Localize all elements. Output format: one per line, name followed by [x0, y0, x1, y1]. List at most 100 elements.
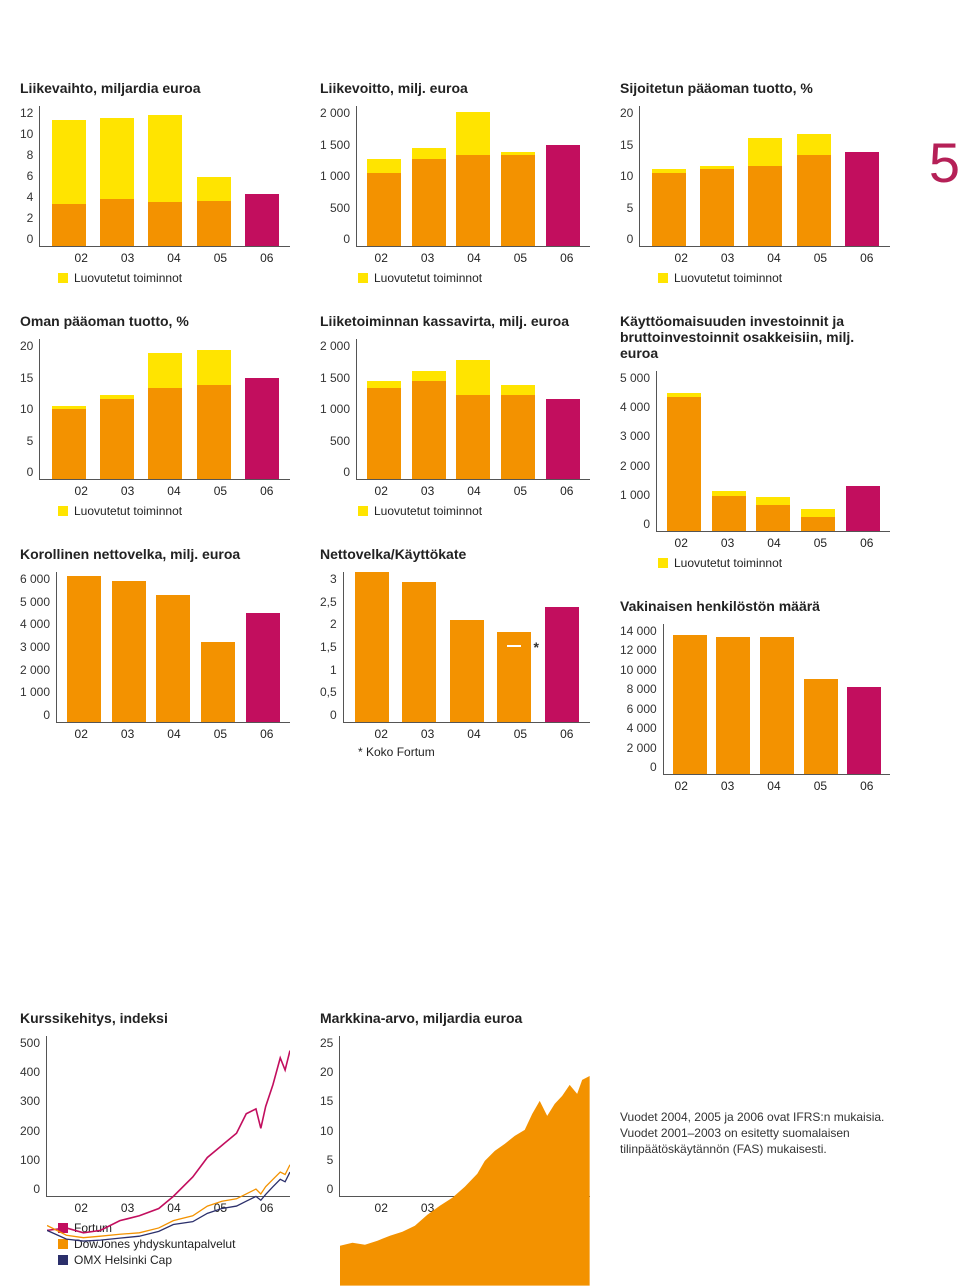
bar-segment [801, 517, 835, 531]
legend-label: Luovutetut toiminnot [74, 271, 182, 285]
bar [412, 148, 446, 246]
y-axis-labels: 121086420 [20, 106, 39, 246]
bar [846, 486, 880, 531]
bar [52, 120, 86, 246]
bar [450, 620, 484, 723]
y-axis-labels: 20151050 [620, 106, 639, 246]
legend-swatch [658, 273, 668, 283]
bar-segment [52, 120, 86, 204]
plot-area [356, 106, 590, 247]
bars [640, 106, 890, 246]
bar [112, 581, 146, 722]
bar [197, 177, 231, 246]
bar [148, 353, 182, 479]
bar [100, 395, 134, 479]
bar-segment [804, 679, 838, 774]
bar-segment [412, 159, 446, 247]
bar [52, 406, 86, 480]
bar-segment [197, 385, 231, 480]
y-axis-labels: 2 0001 5001 0005000 [320, 339, 356, 479]
bar [546, 399, 580, 480]
bar-segment [355, 572, 389, 722]
legend: Luovutetut toiminnot [20, 271, 290, 285]
bar [804, 679, 838, 774]
page-number: 5 [929, 130, 960, 195]
bars [40, 339, 290, 479]
bar-segment [367, 388, 401, 479]
bar-segment [712, 496, 746, 531]
x-axis-labels: 0203040506 [20, 484, 290, 498]
bar-segment [756, 505, 790, 531]
plot-area [639, 106, 890, 247]
legend-label: Luovutetut toiminnot [674, 271, 782, 285]
bar [156, 595, 190, 723]
bar [716, 637, 750, 774]
bars [357, 339, 590, 479]
bar [148, 115, 182, 246]
bar [245, 194, 279, 247]
bar-segment [545, 607, 579, 722]
bar [760, 637, 794, 774]
bar [748, 138, 782, 247]
bars [664, 624, 890, 774]
line-omx [47, 1172, 290, 1241]
bar-segment [402, 582, 436, 722]
column-2: Liikevoitto, milj. euroa 2 0001 5001 0005… [320, 80, 590, 821]
legend-label: Luovutetut toiminnot [674, 556, 782, 570]
bars [40, 106, 290, 246]
bar [845, 152, 879, 247]
chart-vakinaisen: Vakinaisen henkilöstön määrä14 00012 000… [620, 598, 890, 793]
y-axis-labels: 14 00012 00010 0008 0006 0004 0002 0000 [620, 624, 663, 774]
chart-title: Käyttöomaisuuden investoinnit ja bruttoi… [620, 313, 890, 361]
x-axis-labels: 0203040506 [620, 536, 890, 550]
legend: Luovutetut toiminnot [320, 504, 590, 518]
bar-segment [197, 177, 231, 200]
plot-area [39, 106, 290, 247]
legend: Luovutetut toiminnot [620, 556, 890, 570]
bar-segment [756, 497, 790, 505]
bar: * [497, 632, 531, 722]
inline-marker [507, 645, 521, 647]
bar-segment [112, 581, 146, 722]
chart-title: Kurssikehitys, indeksi [20, 1010, 290, 1026]
bar-segment [197, 201, 231, 247]
bar-segment [245, 378, 279, 480]
legend-label: Luovutetut toiminnot [74, 504, 182, 518]
bar [801, 509, 835, 531]
footer-line-1: Vuodet 2004, 2005 ja 2006 ovat IFRS:n mu… [620, 1110, 890, 1124]
line-fortum [47, 1051, 290, 1233]
footnote: * Koko Fortum [320, 745, 590, 759]
bar-segment [846, 486, 880, 531]
chart-title: Korollinen nettovelka, milj. euroa [20, 546, 290, 562]
legend-label: Luovutetut toiminnot [374, 271, 482, 285]
chart-title: Liikevoitto, milj. euroa [320, 80, 590, 96]
bar-segment [716, 637, 750, 774]
bar-segment [760, 637, 794, 774]
bar-segment [412, 371, 446, 382]
bar-segment [100, 199, 134, 246]
bar [402, 582, 436, 722]
bar-segment [501, 395, 535, 479]
x-axis-labels: 0203040506 [320, 251, 590, 265]
bar-segment [197, 350, 231, 385]
chart-sijoitetun: Sijoitetun pääoman tuotto, %201510500203… [620, 80, 890, 285]
y-axis-labels: 2520151050 [320, 1036, 339, 1196]
bar-segment [456, 395, 490, 479]
bar-segment [52, 409, 86, 479]
bar [246, 613, 280, 722]
bar [546, 145, 580, 247]
bar [197, 350, 231, 480]
bar [367, 381, 401, 479]
bar [797, 134, 831, 246]
legend-swatch [658, 558, 668, 568]
bar-segment [748, 166, 782, 247]
bar-segment [67, 576, 101, 722]
bar-segment [456, 155, 490, 246]
footer-notes: Vuodet 2004, 2005 ja 2006 ovat IFRS:n mu… [620, 1010, 890, 1269]
footer-line-3: tilinpäätöskäytännön (FAS) mukaisesti. [620, 1142, 890, 1156]
column-1: Liikevaihto, miljardia euroa121086420020… [20, 80, 290, 821]
chart-liikevaihto: Liikevaihto, miljardia euroa121086420020… [20, 80, 290, 285]
chart-kurssi: Kurssikehitys, indeksi 5004003002001000 … [20, 1010, 290, 1269]
bar-segment [367, 173, 401, 247]
x-axis-labels: 0203040506 [320, 484, 590, 498]
